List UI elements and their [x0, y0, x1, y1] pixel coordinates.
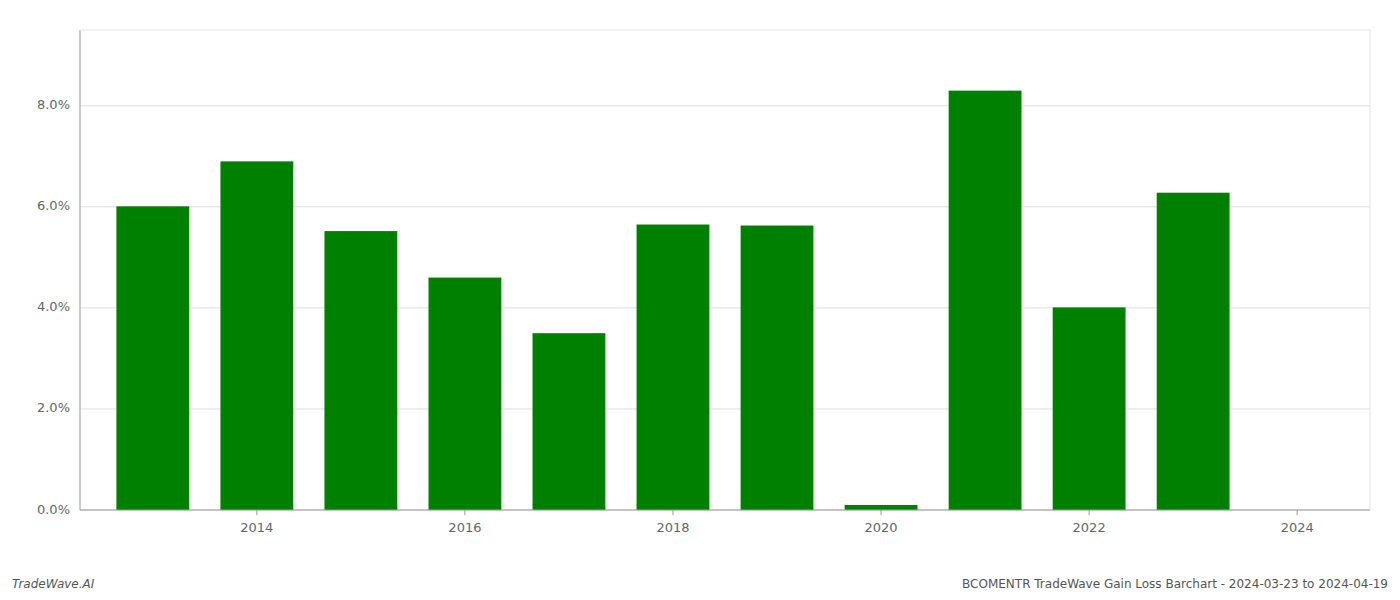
bar — [949, 91, 1022, 510]
grid-line — [80, 510, 1370, 511]
bars — [116, 91, 1229, 510]
x-tick — [1089, 510, 1090, 515]
annotations: TradeWave.AI BCOMENTR TradeWave Gain Loss… — [12, 577, 1388, 591]
bar — [1053, 307, 1126, 510]
x-tick — [256, 510, 257, 515]
plot-frame-top — [80, 30, 1370, 31]
bar — [220, 161, 293, 510]
x-axis-line — [80, 510, 1370, 511]
y-tick-label: 8.0% — [37, 97, 70, 112]
bar — [637, 225, 710, 510]
bar — [741, 226, 814, 510]
bar — [533, 333, 606, 510]
bar — [845, 505, 918, 510]
x-ticks: 2014 2016 2018 2020 2022 2024 — [240, 510, 1313, 535]
y-tick-label: 2.0% — [37, 400, 70, 415]
chart-container: 0.0% 2.0% 4.0% 6.0% 8.0% 2014 2016 2018 2020 2022… — [0, 0, 1400, 600]
x-tick — [881, 510, 882, 515]
y-tick-label: 4.0% — [37, 299, 70, 314]
y-axis-line — [80, 30, 81, 510]
x-tick-label: 2022 — [1073, 520, 1106, 535]
x-tick — [464, 510, 465, 515]
footer-right: BCOMENTR TradeWave Gain Loss Barchart - … — [962, 577, 1388, 591]
bar — [116, 206, 189, 510]
x-tick-label: 2016 — [448, 520, 481, 535]
x-tick — [1297, 510, 1298, 515]
x-tick-label: 2014 — [240, 520, 273, 535]
x-tick-label: 2020 — [865, 520, 898, 535]
x-tick-label: 2024 — [1281, 520, 1314, 535]
x-tick-label: 2018 — [656, 520, 689, 535]
bar — [324, 231, 397, 510]
grid — [80, 106, 1370, 510]
axes — [80, 30, 1370, 510]
footer-left: TradeWave.AI — [12, 577, 95, 591]
y-tick-label: 6.0% — [37, 198, 70, 213]
bar — [1157, 193, 1230, 510]
plot-frame-right — [1370, 30, 1371, 510]
bar — [429, 278, 502, 510]
chart-svg: 0.0% 2.0% 4.0% 6.0% 8.0% 2014 2016 2018 2020 2022… — [0, 0, 1400, 600]
y-tick-label: 0.0% — [37, 502, 70, 517]
y-ticks: 0.0% 2.0% 4.0% 6.0% 8.0% — [37, 97, 70, 516]
x-tick — [672, 510, 673, 515]
grid-line — [80, 105, 1370, 106]
